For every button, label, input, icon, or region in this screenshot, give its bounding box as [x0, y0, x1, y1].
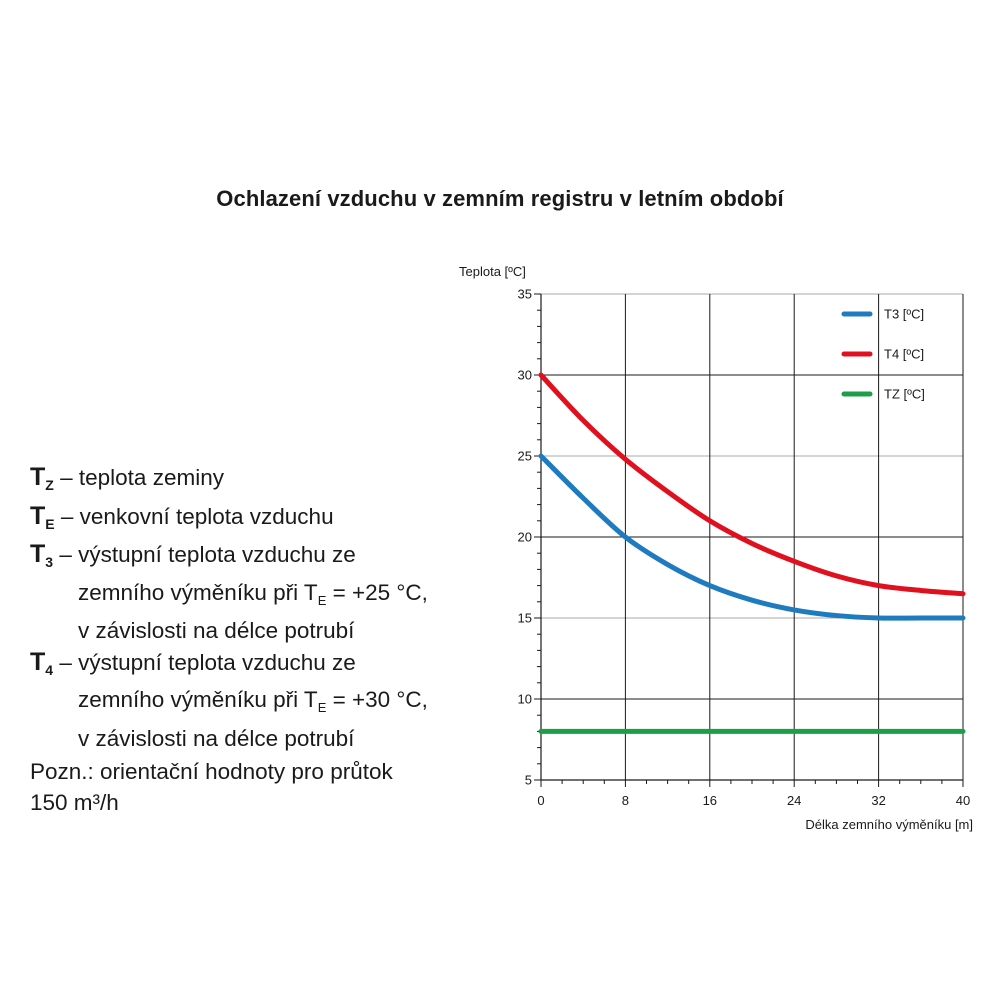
legend-t4-label: T4 [ºC]	[884, 347, 924, 362]
note-line-1: Pozn.: orientační hodnoty pro průtok	[30, 759, 393, 784]
flow-note: Pozn.: orientační hodnoty pro průtok 150…	[30, 757, 500, 818]
symbol-definitions: TZ – teplota zeminy TE – venkovní teplot…	[30, 462, 500, 754]
series-t3-line	[538, 453, 966, 621]
symbol-t3: T3	[30, 540, 54, 570]
series-t4-line	[538, 372, 966, 597]
definition-t4-text: výstupní teplota vzduchu ze	[78, 649, 356, 675]
symbol-te: TE	[30, 501, 55, 532]
note-line-2: 150 m³/h	[30, 789, 119, 815]
symbol-t4: T4	[30, 647, 54, 678]
definition-t3: T3 – výstupní teplota vzduchu ze	[30, 540, 356, 570]
x-tick-label: 16	[703, 793, 717, 808]
y-tick-label: 35	[518, 287, 532, 302]
x-axis-label: Délka zemního výměníku [m]	[805, 817, 973, 832]
definition-t4-cont1: zemního výměníku při TE = +30 °C,	[78, 687, 428, 715]
legend-t3-label: T3 [ºC]	[884, 307, 924, 322]
y-tick-label: 5	[525, 773, 532, 788]
symbol-tz: TZ	[30, 463, 54, 493]
y-tick-label: 15	[518, 611, 532, 626]
legend-tz-label: TZ [ºC]	[884, 387, 925, 402]
x-tick-label: 40	[956, 793, 970, 808]
y-tick-label: 25	[518, 449, 532, 464]
x-tick-label: 24	[787, 793, 801, 808]
definition-tz: TZ – teplota zeminy	[30, 463, 224, 493]
definition-t4-cont2: v závislosti na délce potrubí	[78, 725, 355, 751]
y-tick-label: 20	[518, 530, 532, 545]
chart-title: Ochlazení vzduchu v zemním registru v le…	[216, 186, 784, 211]
y-tick-label: 10	[518, 692, 532, 707]
x-tick-label: 8	[622, 793, 629, 808]
definition-te-text: venkovní teplota vzduchu	[79, 503, 334, 529]
definition-t3-text: výstupní teplota vzduchu ze	[78, 542, 356, 567]
definition-t3-cont1: zemního výměníku při TE = +25 °C,	[78, 579, 428, 608]
y-axis-label: Teplota [ºC]	[459, 264, 526, 279]
x-tick-label: 0	[537, 793, 544, 808]
definition-te: TE – venkovní teplota vzduchu	[30, 501, 334, 532]
y-tick-label: 30	[518, 368, 532, 383]
definition-t4: T4 – výstupní teplota vzduchu ze	[30, 647, 356, 678]
definition-t3-cont2: v závislosti na délce potrubí	[78, 618, 355, 643]
definition-tz-text: teplota zeminy	[78, 465, 224, 490]
x-tick-label: 32	[871, 793, 885, 808]
